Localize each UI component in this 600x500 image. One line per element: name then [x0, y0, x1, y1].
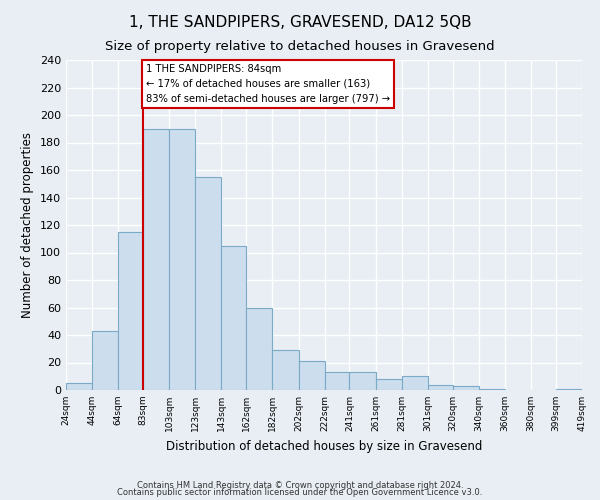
Bar: [92, 331, 118, 390]
Bar: [428, 384, 452, 390]
Bar: [221, 246, 246, 390]
Text: Contains HM Land Registry data © Crown copyright and database right 2024.: Contains HM Land Registry data © Crown c…: [137, 480, 463, 490]
Bar: [143, 128, 169, 390]
Bar: [376, 379, 402, 390]
Text: 1, THE SANDPIPERS, GRAVESEND, DA12 5QB: 1, THE SANDPIPERS, GRAVESEND, DA12 5QB: [128, 15, 472, 30]
Bar: [66, 383, 92, 390]
Bar: [246, 308, 272, 390]
Text: 1 THE SANDPIPERS: 84sqm
← 17% of detached houses are smaller (163)
83% of semi-d: 1 THE SANDPIPERS: 84sqm ← 17% of detache…: [146, 64, 390, 104]
Bar: [196, 177, 221, 390]
Bar: [325, 372, 349, 390]
Bar: [452, 386, 479, 390]
X-axis label: Distribution of detached houses by size in Gravesend: Distribution of detached houses by size …: [166, 440, 482, 452]
Text: Contains public sector information licensed under the Open Government Licence v3: Contains public sector information licen…: [118, 488, 482, 497]
Bar: [118, 232, 143, 390]
Bar: [556, 388, 582, 390]
Text: Size of property relative to detached houses in Gravesend: Size of property relative to detached ho…: [105, 40, 495, 53]
Bar: [299, 361, 325, 390]
Bar: [272, 350, 299, 390]
Bar: [349, 372, 376, 390]
Y-axis label: Number of detached properties: Number of detached properties: [22, 132, 34, 318]
Bar: [402, 376, 428, 390]
Bar: [479, 388, 505, 390]
Bar: [169, 128, 196, 390]
